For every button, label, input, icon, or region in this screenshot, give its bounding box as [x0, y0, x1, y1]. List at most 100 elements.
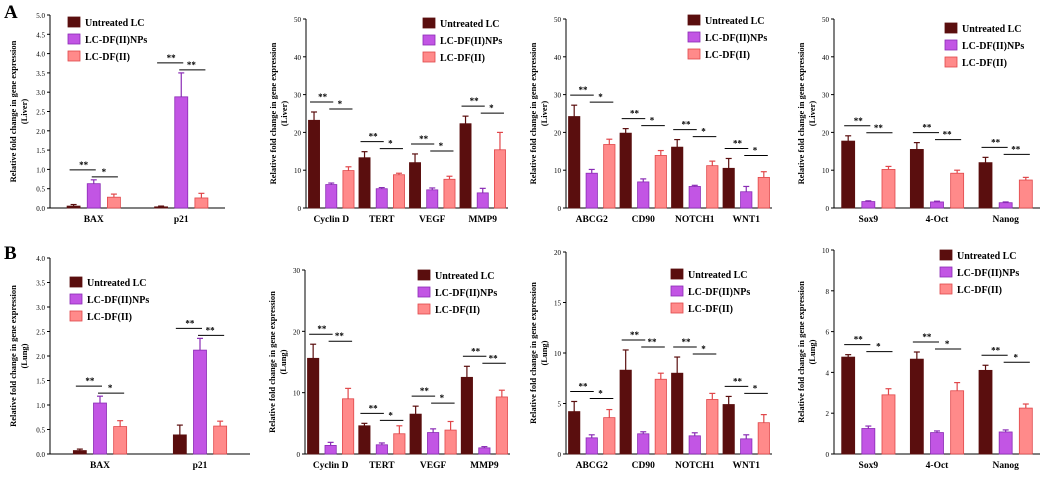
sig-label: *	[388, 410, 393, 420]
y-tick-label: 10	[822, 167, 830, 175]
legend-swatch	[670, 302, 684, 314]
bar	[443, 178, 456, 209]
legend-label: LC-DF(II)	[705, 50, 750, 61]
bar	[998, 202, 1013, 209]
y-tick-label: 3.5	[36, 280, 45, 288]
sig-label: **	[318, 92, 328, 102]
legend-swatch	[417, 303, 431, 315]
legend-swatch	[670, 268, 684, 280]
sig-label: *	[598, 388, 603, 398]
y-tick-label: 4	[826, 369, 830, 377]
y-tick-label: 50	[554, 16, 562, 24]
category-label: 4-Oct	[926, 461, 950, 471]
y-tick-label: 40	[294, 54, 302, 62]
legend-swatch	[422, 34, 436, 46]
sig-label: **	[369, 403, 379, 413]
y-tick-label: 4.0	[36, 51, 45, 59]
legend-label: LC-DF(II)	[440, 53, 485, 64]
bar	[585, 437, 598, 455]
legend-swatch	[670, 285, 684, 297]
y-axis-title: Relative fold change in gene expression(…	[528, 282, 549, 424]
sig-label: **	[470, 96, 480, 106]
bar	[154, 206, 169, 209]
legend-swatch	[687, 31, 701, 43]
bar	[459, 123, 472, 209]
bar	[978, 162, 993, 209]
y-tick-label: 30	[554, 92, 562, 100]
bar	[757, 176, 770, 209]
legend-swatch	[69, 276, 83, 288]
bar	[495, 396, 508, 455]
y-tick-label: 2.0	[36, 353, 45, 361]
category-label: p21	[193, 461, 208, 471]
bar	[688, 186, 701, 209]
bar	[841, 356, 856, 455]
category-label: Nanog	[992, 461, 1019, 471]
bar	[688, 435, 701, 455]
sig-label: *	[1013, 352, 1018, 362]
panel-label-b: B	[4, 243, 17, 264]
legend-label: LC-DF(II)NPs	[705, 33, 767, 44]
y-tick-label: 5.0	[36, 12, 45, 20]
y-tick-label: 4.5	[36, 31, 45, 39]
bar	[930, 201, 944, 209]
category-label: WNT1	[733, 215, 761, 225]
legend-swatch	[417, 269, 431, 281]
bar	[324, 445, 337, 455]
bar	[1018, 179, 1033, 209]
legend-swatch	[944, 39, 958, 51]
bar	[603, 417, 616, 455]
y-axis-title: Relative fold change in gene expression(…	[268, 42, 289, 184]
y-tick-label: 40	[822, 54, 830, 62]
sig-label: **	[630, 330, 640, 340]
legend-label: LC-DF(II)NPs	[688, 287, 750, 298]
bar	[393, 174, 405, 209]
bar	[930, 432, 944, 455]
y-tick-label: 30	[822, 92, 830, 100]
legend-label: LC-DF(II)NPs	[435, 288, 497, 299]
y-tick-label: 20	[554, 249, 562, 257]
y-tick-label: 20	[293, 328, 301, 336]
y-tick-label: 3.0	[36, 304, 45, 312]
y-tick-label: 2	[826, 410, 830, 418]
bar	[308, 119, 320, 209]
category-label: 4-Oct	[926, 215, 950, 225]
bar	[107, 196, 121, 209]
sig-label: *	[489, 103, 494, 113]
legend-swatch	[944, 56, 958, 68]
sig-label: **	[578, 85, 588, 95]
legend-label: LC-DF(II)NPs	[957, 268, 1019, 279]
bar	[358, 157, 371, 209]
bar	[375, 188, 388, 209]
legend-swatch	[422, 17, 436, 29]
sig-label: *	[598, 92, 603, 102]
sig-label: *	[753, 145, 758, 155]
y-tick-label: 0.5	[36, 427, 45, 435]
category-label: Cyclin D	[313, 461, 349, 471]
bar	[409, 162, 421, 209]
bar	[998, 431, 1013, 455]
sig-label: **	[167, 53, 177, 63]
sig-label: **	[420, 386, 430, 396]
y-tick-label: 8	[826, 288, 830, 296]
bar	[342, 398, 355, 455]
category-label: NOTCH1	[675, 215, 715, 225]
sig-label: *	[108, 383, 113, 393]
legend-swatch	[417, 286, 431, 298]
category-label: WNT1	[733, 461, 761, 471]
legend-swatch	[939, 266, 953, 278]
legend-label: LC-DF(II)	[962, 58, 1007, 69]
y-tick-label: 15	[554, 300, 562, 308]
y-tick-label: 5	[558, 401, 562, 409]
sig-label: *	[945, 339, 950, 349]
category-label: MMP9	[469, 215, 498, 225]
bar	[881, 169, 896, 209]
bar	[740, 438, 753, 455]
legend-swatch	[67, 16, 81, 28]
legend-label: LC-DF(II)	[87, 312, 132, 323]
bar	[66, 205, 81, 209]
y-tick-label: 50	[822, 16, 830, 24]
legend-label: LC-DF(II)	[435, 305, 480, 316]
legend-label: LC-DF(II)	[85, 52, 130, 63]
bar	[86, 183, 101, 209]
